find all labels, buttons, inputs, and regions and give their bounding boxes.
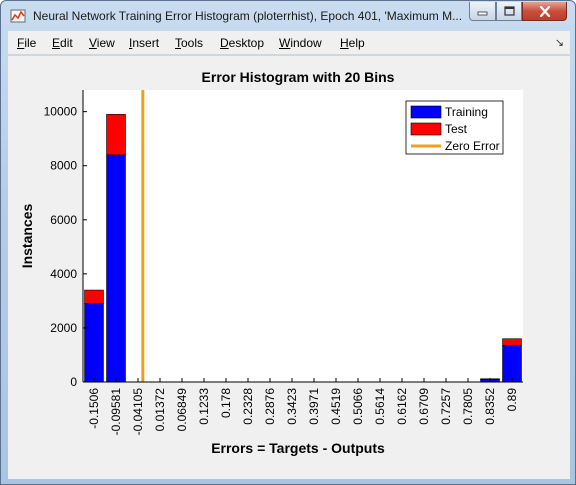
legend-swatch-training bbox=[410, 105, 442, 119]
menu-tools[interactable]: Tools bbox=[175, 36, 204, 50]
y-axis-label: Instances bbox=[19, 203, 35, 268]
x-tick-label-10: 0.3971 bbox=[307, 388, 321, 425]
x-tick-label-16: 0.7257 bbox=[439, 388, 453, 425]
minimize-icon bbox=[477, 11, 488, 16]
menu-help[interactable]: Help bbox=[340, 36, 365, 50]
x-tick-label-2: -0.04105 bbox=[131, 388, 145, 436]
menu-window[interactable]: Window bbox=[279, 36, 322, 50]
legend-label-test: Test bbox=[445, 122, 468, 136]
x-tick-label-3: 0.01372 bbox=[153, 388, 167, 432]
x-tick-label-18: 0.8352 bbox=[483, 388, 497, 425]
x-tick-label-19: 0.89 bbox=[505, 388, 519, 412]
legend-label-zero-error: Zero Error bbox=[445, 139, 500, 153]
maximize-button[interactable] bbox=[496, 2, 522, 21]
x-tick-label-4: 0.06849 bbox=[175, 388, 189, 432]
y-tick-label-3: 6000 bbox=[50, 213, 77, 227]
figure-canvas: 0 2000 4000 6000 8000 10000 -0.1506 -0.09581 -0.… bbox=[8, 56, 570, 479]
minimize-button[interactable] bbox=[469, 2, 496, 21]
x-tick-label-5: 0.1233 bbox=[197, 388, 211, 425]
bar-test-19 bbox=[502, 338, 522, 346]
maximize-icon bbox=[503, 6, 515, 16]
menu-view[interactable]: View bbox=[89, 36, 115, 50]
x-tick-label-11: 0.4519 bbox=[329, 388, 343, 425]
bar-test-0 bbox=[84, 289, 104, 304]
histogram-chart: 0 2000 4000 6000 8000 10000 -0.1506 -0.09581 -0.… bbox=[19, 69, 523, 456]
bar-training-0 bbox=[84, 303, 104, 383]
bar-training-19 bbox=[502, 345, 522, 383]
bar-training-1 bbox=[106, 154, 126, 383]
x-tick-label-9: 0.3423 bbox=[285, 388, 299, 425]
x-tick-label-0: -0.1506 bbox=[87, 388, 101, 429]
x-tick-label-1: -0.09581 bbox=[109, 388, 123, 436]
x-tick-label-15: 0.6709 bbox=[417, 388, 431, 425]
legend-swatch-test bbox=[410, 122, 442, 136]
window-title: Neural Network Training Error Histogram … bbox=[33, 9, 463, 23]
y-tick-label-0: 0 bbox=[70, 375, 77, 389]
menu-desktop[interactable]: Desktop bbox=[220, 36, 265, 50]
x-tick-label-17: 0.7805 bbox=[461, 388, 475, 425]
menu-edit[interactable]: Edit bbox=[52, 36, 73, 50]
close-button[interactable] bbox=[522, 2, 567, 21]
x-tick-label-13: 0.5614 bbox=[373, 388, 387, 425]
chart-title: Error Histogram with 20 Bins bbox=[202, 69, 395, 85]
title-bar[interactable]: Neural Network Training Error Histogram … bbox=[1, 1, 575, 31]
x-tick-label-14: 0.6162 bbox=[395, 388, 409, 425]
legend-label-training: Training bbox=[445, 105, 488, 119]
x-axis-label: Errors = Targets - Outputs bbox=[211, 440, 385, 456]
legend[interactable]: Training Test Zero Error bbox=[405, 100, 504, 155]
x-tick-label-7: 0.2328 bbox=[241, 388, 255, 425]
y-tick-label-2: 4000 bbox=[50, 267, 77, 281]
y-tick-label-4: 8000 bbox=[50, 159, 77, 173]
dock-arrow-icon[interactable]: ↘ bbox=[554, 37, 564, 49]
menu-insert[interactable]: Insert bbox=[129, 36, 160, 50]
matlab-figure-icon bbox=[10, 9, 26, 23]
x-tick-label-12: 0.5066 bbox=[351, 388, 365, 425]
bar-test-1 bbox=[106, 114, 126, 156]
menu-file[interactable]: File bbox=[17, 36, 37, 50]
close-icon bbox=[539, 5, 550, 17]
menu-bar: File Edit View Insert Tools Desktop Wind… bbox=[8, 31, 570, 55]
y-tick-label-1: 2000 bbox=[50, 321, 77, 335]
x-tick-label-6: 0.178 bbox=[219, 388, 233, 418]
y-tick-label-5: 10000 bbox=[44, 105, 78, 119]
x-tick-label-8: 0.2876 bbox=[263, 388, 277, 425]
